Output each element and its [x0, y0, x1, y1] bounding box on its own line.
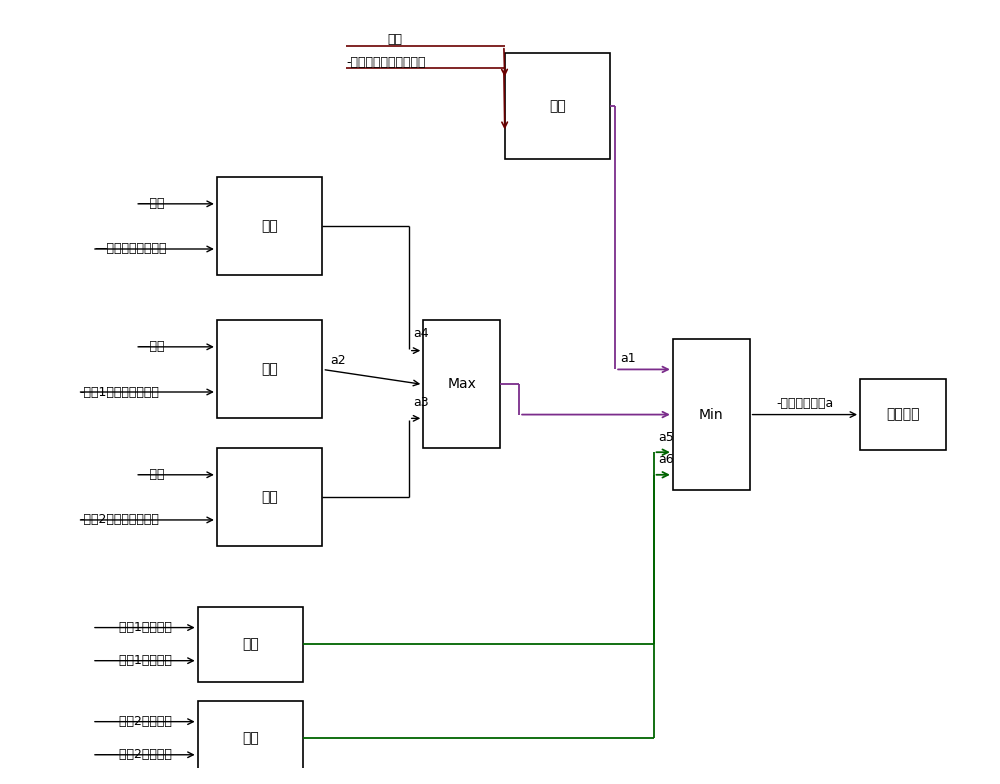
Text: -电机2需求扭矩变化量: -电机2需求扭矩变化量: [80, 514, 159, 526]
Text: a2: a2: [330, 354, 346, 367]
Bar: [505, 53, 610, 158]
Bar: [860, 379, 946, 450]
Text: —总需求扭矩变化量: —总需求扭矩变化量: [94, 242, 166, 256]
Bar: [198, 701, 303, 776]
Text: 查表: 查表: [242, 731, 259, 746]
Text: —车速: —车速: [137, 198, 165, 210]
Text: a4: a4: [414, 327, 429, 339]
Bar: [217, 177, 322, 275]
Text: 车速: 车速: [387, 33, 402, 46]
Text: Max: Max: [447, 377, 476, 391]
Text: ——电机1当前扭矩: ——电机1当前扭矩: [94, 654, 172, 667]
Text: a1: a1: [620, 352, 636, 365]
Text: 查表: 查表: [549, 99, 566, 113]
Text: -扭矩滤波系数a: -扭矩滤波系数a: [776, 397, 833, 410]
Text: —车速: —车速: [137, 468, 165, 481]
Text: Min: Min: [699, 408, 724, 422]
Text: 查表: 查表: [261, 220, 278, 234]
Bar: [673, 339, 750, 490]
Text: -发动机需求扭矩变化量: -发动机需求扭矩变化量: [346, 56, 426, 69]
Text: -电机1需求扭矩变化量: -电机1需求扭矩变化量: [80, 386, 159, 398]
Text: a3: a3: [414, 396, 429, 409]
Text: ——电机2当前扭矩: ——电机2当前扭矩: [94, 748, 172, 761]
Text: —车速: —车速: [137, 340, 165, 354]
Text: ——电机1是否过零: ——电机1是否过零: [94, 621, 172, 634]
Text: ——电机2是否过零: ——电机2是否过零: [94, 715, 172, 728]
Text: 扭矩滤波: 扭矩滤波: [886, 408, 920, 422]
Bar: [198, 607, 303, 682]
Text: 查表: 查表: [242, 637, 259, 652]
Text: a5: a5: [658, 430, 674, 444]
Bar: [423, 321, 500, 448]
Bar: [217, 448, 322, 546]
Text: a6: a6: [658, 453, 674, 466]
Bar: [217, 321, 322, 419]
Text: 查表: 查表: [261, 362, 278, 376]
Text: 查表: 查表: [261, 490, 278, 504]
